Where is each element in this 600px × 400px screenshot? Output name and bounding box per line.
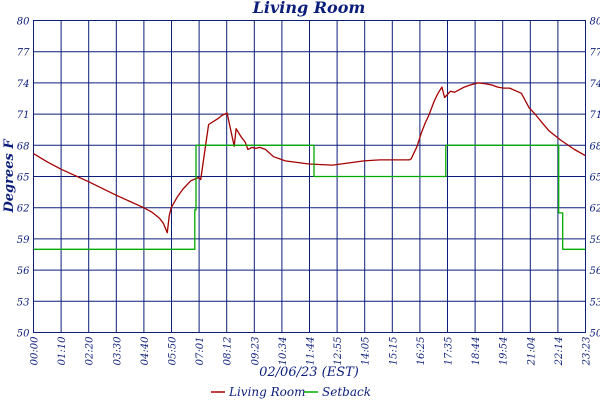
y-tick-label-right: 80 (590, 17, 600, 28)
y-tick-label-right: 50 (590, 329, 600, 340)
x-tick-label: 21:04 (526, 337, 537, 367)
y-tick-labels-right: 50 53 56 59 62 65 68 71 74 77 80 (590, 17, 600, 340)
grid-layer (33, 20, 586, 333)
x-tick-label: 08:12 (223, 337, 234, 366)
x-tick-label: 10:34 (278, 337, 289, 366)
legend-label-living-room: Living Room (228, 385, 306, 399)
x-tick-label: 14:05 (361, 337, 372, 366)
y-tick-label-left: 77 (17, 48, 30, 59)
y-tick-label-left: 50 (17, 329, 30, 340)
y-axis-label: Degrees F (2, 139, 17, 214)
y-tick-label-right: 68 (590, 141, 600, 152)
y-tick-label-right: 59 (590, 235, 600, 246)
chart-title: Living Room (252, 0, 366, 17)
y-tick-label-right: 71 (590, 110, 600, 121)
x-tick-label: 11:44 (306, 337, 317, 366)
x-tick-label: 02:20 (85, 336, 96, 365)
x-tick-label: 01:10 (57, 336, 68, 365)
series-layer (33, 82, 586, 250)
y-tick-label-right: 62 (590, 204, 600, 215)
y-tick-label-right: 74 (590, 79, 600, 90)
series-line-living-room (33, 82, 586, 234)
x-tick-label: 05:50 (168, 336, 179, 365)
x-tick-label: 17:35 (444, 337, 455, 366)
y-tick-label-left: 62 (17, 204, 30, 215)
y-tick-label-right: 65 (590, 173, 600, 184)
y-tick-label-left: 74 (17, 79, 30, 90)
y-tick-label-left: 80 (17, 17, 30, 28)
legend: Living Room Setback (211, 385, 371, 399)
x-tick-label: 22:14 (554, 337, 565, 367)
x-tick-label: 16:25 (416, 337, 427, 366)
y-tick-label-left: 68 (17, 141, 30, 152)
x-tick-label: 19:54 (499, 337, 510, 366)
x-tick-label: 12:55 (333, 337, 344, 366)
plot-frame (33, 20, 586, 333)
y-tick-label-left: 65 (17, 173, 30, 184)
x-tick-label: 00:00 (30, 336, 41, 365)
x-tick-label: 09:23 (250, 337, 261, 366)
y-tick-label-left: 59 (17, 235, 30, 246)
y-tick-label-left: 56 (17, 266, 30, 277)
x-tick-label: 04:40 (140, 336, 151, 365)
x-tick-label: 07:01 (195, 337, 206, 366)
x-tick-label: 18:44 (471, 337, 482, 366)
y-tick-labels-left: 50 53 56 59 62 65 68 71 74 77 80 (17, 17, 30, 340)
y-tick-label-right: 53 (590, 297, 600, 308)
x-tick-label: 23:23 (582, 337, 593, 367)
y-tick-label-left: 71 (17, 110, 30, 121)
series-line-setback (33, 144, 586, 250)
y-tick-label-left: 53 (17, 297, 30, 308)
legend-label-setback: Setback (322, 385, 371, 399)
x-tick-label: 15:15 (388, 337, 399, 366)
y-tick-label-right: 56 (590, 266, 600, 277)
x-tick-label: 03:30 (112, 336, 123, 365)
y-tick-label-right: 77 (590, 48, 600, 59)
x-tick-labels: 00:00 01:10 02:20 03:30 04:40 05:50 07:01 08:12… (30, 336, 593, 366)
x-axis-label: 02/06/23 (EST) (259, 365, 359, 380)
